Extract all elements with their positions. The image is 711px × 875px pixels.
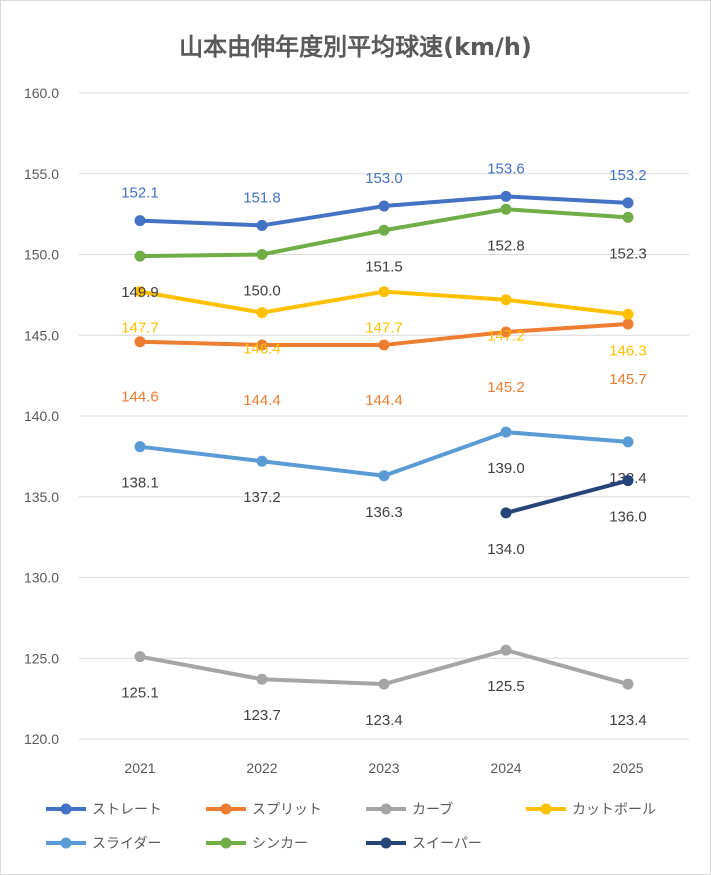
legend-marker bbox=[60, 803, 72, 815]
data-point bbox=[500, 326, 512, 338]
legend-label: スプリット bbox=[252, 802, 322, 818]
data-label: 144.4 bbox=[243, 392, 281, 409]
data-point bbox=[500, 190, 512, 202]
legend-label: シンカー bbox=[252, 836, 308, 852]
data-label: 147.7 bbox=[121, 320, 159, 337]
y-tick-label: 160.0 bbox=[24, 85, 59, 101]
x-tick-label: 2021 bbox=[124, 760, 155, 776]
data-point bbox=[500, 294, 512, 306]
legend-marker bbox=[220, 837, 232, 849]
data-point bbox=[256, 307, 268, 319]
data-label: 136.3 bbox=[365, 504, 403, 521]
x-tick-label: 2022 bbox=[246, 760, 277, 776]
data-label: 123.7 bbox=[243, 707, 281, 724]
data-point bbox=[134, 336, 146, 348]
data-point bbox=[378, 286, 390, 298]
data-point bbox=[622, 318, 634, 330]
legend-marker bbox=[60, 837, 72, 849]
data-label: 144.6 bbox=[121, 389, 159, 406]
y-tick-label: 135.0 bbox=[24, 489, 59, 505]
legend-marker bbox=[380, 837, 392, 849]
data-label: 137.2 bbox=[243, 489, 281, 506]
x-tick-label: 2023 bbox=[368, 760, 399, 776]
data-label: 144.4 bbox=[365, 392, 403, 409]
data-point bbox=[256, 339, 268, 351]
data-label: 147.2 bbox=[487, 328, 525, 345]
legend-label: スイーパー bbox=[412, 836, 482, 852]
legend-label: スライダー bbox=[92, 836, 161, 852]
data-label: 146.4 bbox=[243, 341, 281, 358]
data-point bbox=[256, 455, 268, 467]
data-label: 152.1 bbox=[121, 185, 159, 202]
legend-label: カットボール bbox=[572, 802, 656, 818]
data-point bbox=[622, 436, 634, 448]
data-label: 153.6 bbox=[487, 160, 525, 177]
data-point bbox=[622, 211, 634, 223]
data-point bbox=[500, 203, 512, 215]
data-label: 145.2 bbox=[487, 379, 525, 396]
data-point bbox=[622, 197, 634, 209]
y-tick-label: 140.0 bbox=[24, 408, 59, 424]
data-point bbox=[622, 678, 634, 690]
y-tick-label: 155.0 bbox=[24, 166, 59, 182]
data-label: 146.3 bbox=[609, 342, 647, 359]
series-line-5 bbox=[139, 430, 629, 478]
data-label: 125.1 bbox=[121, 685, 159, 702]
data-label: 145.7 bbox=[609, 371, 647, 388]
data-point bbox=[378, 200, 390, 212]
data-point bbox=[134, 250, 146, 262]
data-point bbox=[134, 651, 146, 663]
data-label: 147.7 bbox=[365, 320, 403, 337]
series-line-7 bbox=[505, 478, 629, 515]
data-label: 139.0 bbox=[487, 460, 525, 477]
data-label: 125.5 bbox=[487, 678, 525, 695]
data-point bbox=[256, 219, 268, 231]
data-point bbox=[256, 249, 268, 260]
data-label: 152.8 bbox=[487, 237, 525, 254]
data-label: 153.2 bbox=[609, 167, 647, 184]
data-point bbox=[500, 426, 512, 438]
data-point bbox=[134, 286, 146, 298]
x-tick-label: 2024 bbox=[490, 760, 521, 776]
legend-label: カーブ bbox=[412, 801, 453, 818]
data-label: 151.5 bbox=[365, 258, 403, 275]
data-label: 151.8 bbox=[243, 189, 281, 206]
x-tick-label: 2025 bbox=[612, 760, 643, 776]
data-label: 150.0 bbox=[243, 283, 281, 300]
data-point bbox=[134, 215, 146, 227]
legend-label: ストレート bbox=[92, 802, 162, 818]
legend-marker bbox=[380, 803, 392, 815]
data-label: 134.0 bbox=[487, 541, 525, 558]
data-point bbox=[500, 644, 512, 656]
y-tick-label: 150.0 bbox=[24, 247, 59, 263]
data-point bbox=[378, 339, 390, 351]
data-point bbox=[134, 441, 146, 453]
data-point bbox=[622, 475, 634, 487]
data-label: 149.9 bbox=[121, 284, 159, 301]
chart-title: 山本由伸年度別平均球速(km/h) bbox=[179, 33, 532, 61]
data-point bbox=[378, 470, 390, 482]
data-point bbox=[500, 507, 512, 519]
data-label: 152.3 bbox=[609, 245, 647, 262]
data-point bbox=[378, 224, 390, 236]
legend-marker bbox=[220, 803, 232, 815]
data-point bbox=[622, 308, 634, 320]
data-point bbox=[378, 678, 390, 690]
y-tick-label: 125.0 bbox=[24, 650, 59, 666]
y-tick-label: 145.0 bbox=[24, 327, 59, 343]
data-label: 138.1 bbox=[121, 475, 159, 492]
data-label: 123.4 bbox=[609, 712, 647, 729]
data-label: 123.4 bbox=[365, 712, 403, 729]
y-tick-label: 120.0 bbox=[24, 731, 59, 747]
data-label: 136.0 bbox=[609, 509, 647, 526]
y-tick-label: 130.0 bbox=[24, 570, 59, 586]
data-point bbox=[256, 673, 268, 685]
data-label: 153.0 bbox=[365, 170, 403, 187]
legend-marker bbox=[540, 803, 552, 815]
